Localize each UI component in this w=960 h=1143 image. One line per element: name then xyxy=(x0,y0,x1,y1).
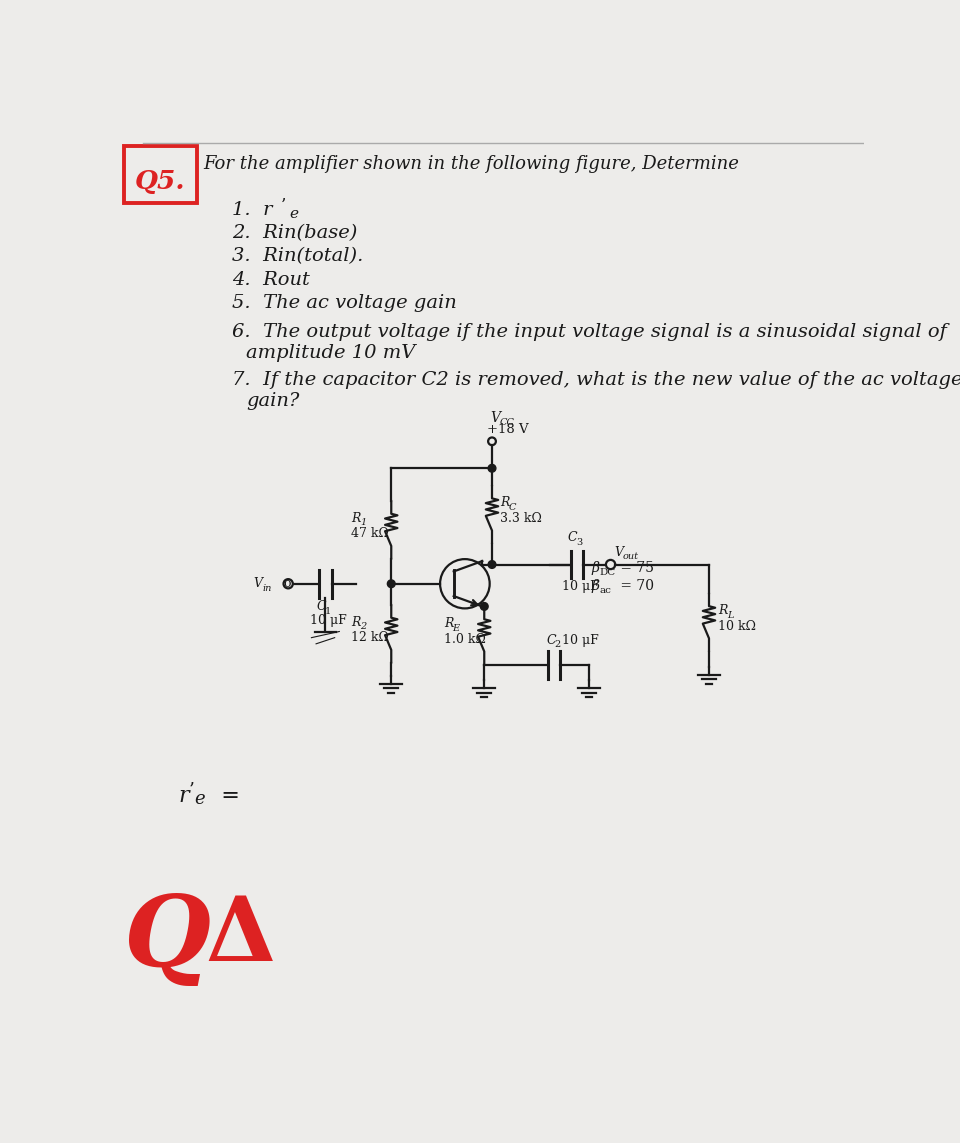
Text: ’: ’ xyxy=(280,197,286,214)
Text: gain?: gain? xyxy=(247,392,300,410)
Text: R: R xyxy=(718,605,728,617)
Text: 10 kΩ: 10 kΩ xyxy=(718,620,756,632)
Text: 10 μF: 10 μF xyxy=(310,614,347,628)
Text: R: R xyxy=(444,617,453,630)
Text: L: L xyxy=(727,610,733,620)
Text: in: in xyxy=(263,584,272,593)
Text: DC: DC xyxy=(600,568,616,577)
Text: 6.  The output voltage if the input voltage signal is a sinusoidal signal of: 6. The output voltage if the input volta… xyxy=(232,323,948,341)
Text: Δ: Δ xyxy=(205,893,276,980)
Text: 3.  Rin(total).: 3. Rin(total). xyxy=(232,248,364,265)
Text: CC: CC xyxy=(500,418,515,427)
Text: 2: 2 xyxy=(360,623,367,631)
Text: e: e xyxy=(289,207,298,221)
Text: R: R xyxy=(351,512,360,525)
Text: 5.  The ac voltage gain: 5. The ac voltage gain xyxy=(232,294,457,312)
Text: β: β xyxy=(591,561,599,575)
Circle shape xyxy=(388,580,396,588)
Text: 2.  Rin(base): 2. Rin(base) xyxy=(232,224,358,242)
Text: 47 kΩ: 47 kΩ xyxy=(351,527,389,541)
Text: 1: 1 xyxy=(324,607,331,616)
Text: o: o xyxy=(280,577,292,590)
Text: E: E xyxy=(452,624,460,633)
Circle shape xyxy=(480,602,488,610)
Text: amplitude 10 mV: amplitude 10 mV xyxy=(247,344,416,362)
Text: out: out xyxy=(623,552,639,561)
Text: C: C xyxy=(509,503,516,512)
Text: C: C xyxy=(316,600,325,614)
Text: r: r xyxy=(179,784,189,807)
Text: C: C xyxy=(546,634,556,647)
Text: β: β xyxy=(591,580,599,593)
Text: =: = xyxy=(206,784,240,807)
Text: 4.  Rout: 4. Rout xyxy=(232,271,310,289)
Text: R: R xyxy=(351,616,360,629)
Text: 7.  If the capacitor C2 is removed, what is the new value of the ac voltage: 7. If the capacitor C2 is removed, what … xyxy=(232,370,960,389)
Text: R: R xyxy=(500,496,509,510)
Text: = 70: = 70 xyxy=(616,580,654,593)
Text: 10 μF: 10 μF xyxy=(562,580,598,592)
Text: 3: 3 xyxy=(576,537,583,546)
Text: C: C xyxy=(568,531,578,544)
Text: For the amplifier shown in the following figure, Determine: For the amplifier shown in the following… xyxy=(204,155,739,173)
Text: 1.  r: 1. r xyxy=(232,201,273,219)
Text: V: V xyxy=(491,411,500,425)
Text: e: e xyxy=(194,790,205,808)
Text: ’: ’ xyxy=(188,781,194,799)
Text: 12 kΩ: 12 kΩ xyxy=(351,631,389,645)
Text: Q5.: Q5. xyxy=(135,168,185,193)
Text: +18 V: +18 V xyxy=(488,423,529,437)
Text: V: V xyxy=(253,577,262,590)
Circle shape xyxy=(488,464,496,472)
Text: V: V xyxy=(614,545,623,559)
Circle shape xyxy=(488,561,496,568)
Text: 1: 1 xyxy=(360,519,367,527)
Text: ac: ac xyxy=(600,586,612,596)
Text: 3.3 kΩ: 3.3 kΩ xyxy=(500,512,541,525)
Text: Q: Q xyxy=(123,889,210,986)
Text: 1.0 kΩ: 1.0 kΩ xyxy=(444,633,486,646)
Text: = 75: = 75 xyxy=(616,561,654,575)
Text: 2: 2 xyxy=(555,640,561,649)
Text: 10 μF: 10 μF xyxy=(562,634,598,647)
